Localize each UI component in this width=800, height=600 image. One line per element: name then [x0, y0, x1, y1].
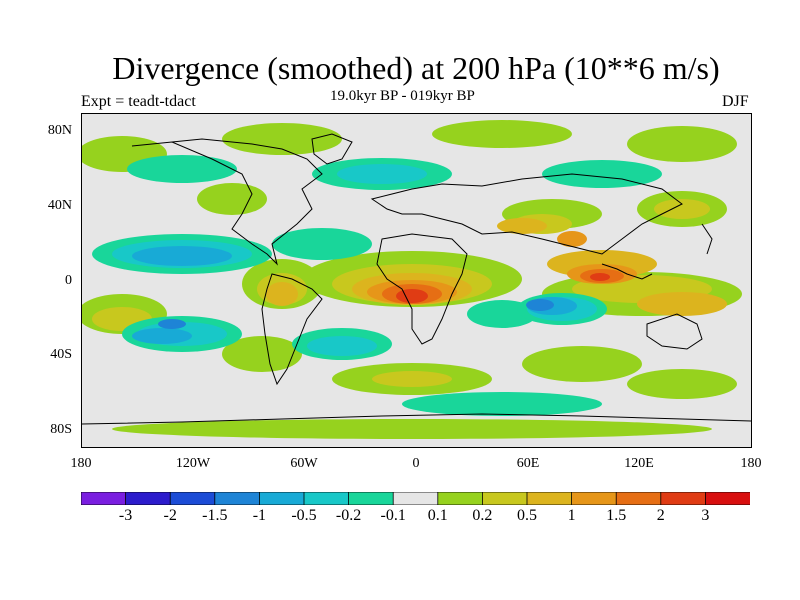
lon-label-180e: 180 [740, 456, 762, 471]
colorbar-label: 0.1 [427, 507, 448, 524]
colorbar-box [214, 492, 261, 505]
lat-label-40s: 40S [50, 347, 72, 362]
experiment-label: Expt = teadt-tdact [81, 93, 196, 110]
colorbar-box [660, 492, 707, 505]
lon-label-180w: 180 [70, 456, 92, 471]
divergence-map [81, 113, 752, 448]
lon-label-120e: 120E [624, 456, 654, 471]
colorbar-box [615, 492, 662, 505]
colorbar-box [81, 492, 127, 505]
negative-regions [92, 155, 662, 416]
colorbar-box [348, 492, 395, 505]
colorbar-label: -2 [163, 507, 177, 524]
colorbar-box [526, 492, 573, 505]
positive-regions [82, 120, 742, 439]
colorbar-label: 0.5 [517, 507, 537, 524]
colorbar-label: -1.5 [202, 507, 228, 524]
colorbar-boxes [81, 492, 750, 505]
colorbar-box [258, 492, 305, 505]
colorbar-label: 3 [701, 507, 710, 524]
colorbar-label: 1 [567, 507, 576, 524]
colorbar-label: -3 [118, 507, 133, 524]
colorbar-box [303, 492, 350, 505]
lat-label-80n: 80N [47, 123, 72, 138]
colorbar-box [437, 492, 484, 505]
season-label: DJF [722, 93, 749, 110]
colorbar-box [392, 492, 439, 505]
lon-label-60w: 60W [290, 456, 318, 471]
map-title: Divergence (smoothed) at 200 hPa (10**6 … [112, 50, 720, 86]
lon-label-0: 0 [412, 456, 420, 471]
lat-label-0: 0 [65, 273, 72, 288]
colorbar-label: 1.5 [606, 507, 627, 524]
colorbar [81, 492, 750, 505]
colorbar-label: 0.2 [472, 507, 493, 524]
colorbar-label: -0.5 [291, 507, 317, 524]
colorbar-box [125, 492, 172, 505]
lat-label-40n: 40N [47, 198, 72, 213]
colorbar-box [571, 492, 618, 505]
lon-label-60e: 60E [516, 456, 540, 471]
colorbar-box [481, 492, 528, 505]
colorbar-label: -0.1 [380, 507, 406, 524]
map-subtitle: 19.0kyr BP - 019kyr BP [330, 88, 475, 104]
colorbar-box [705, 492, 750, 505]
coastlines [82, 133, 751, 425]
colorbar-label: -1 [252, 507, 267, 524]
map-field [82, 114, 751, 447]
colorbar-label: -0.2 [335, 507, 362, 524]
colorbar-label: 2 [656, 507, 665, 524]
colorbar-box [169, 492, 216, 505]
lat-label-80s: 80S [50, 422, 72, 437]
lon-label-120w: 120W [175, 456, 211, 471]
